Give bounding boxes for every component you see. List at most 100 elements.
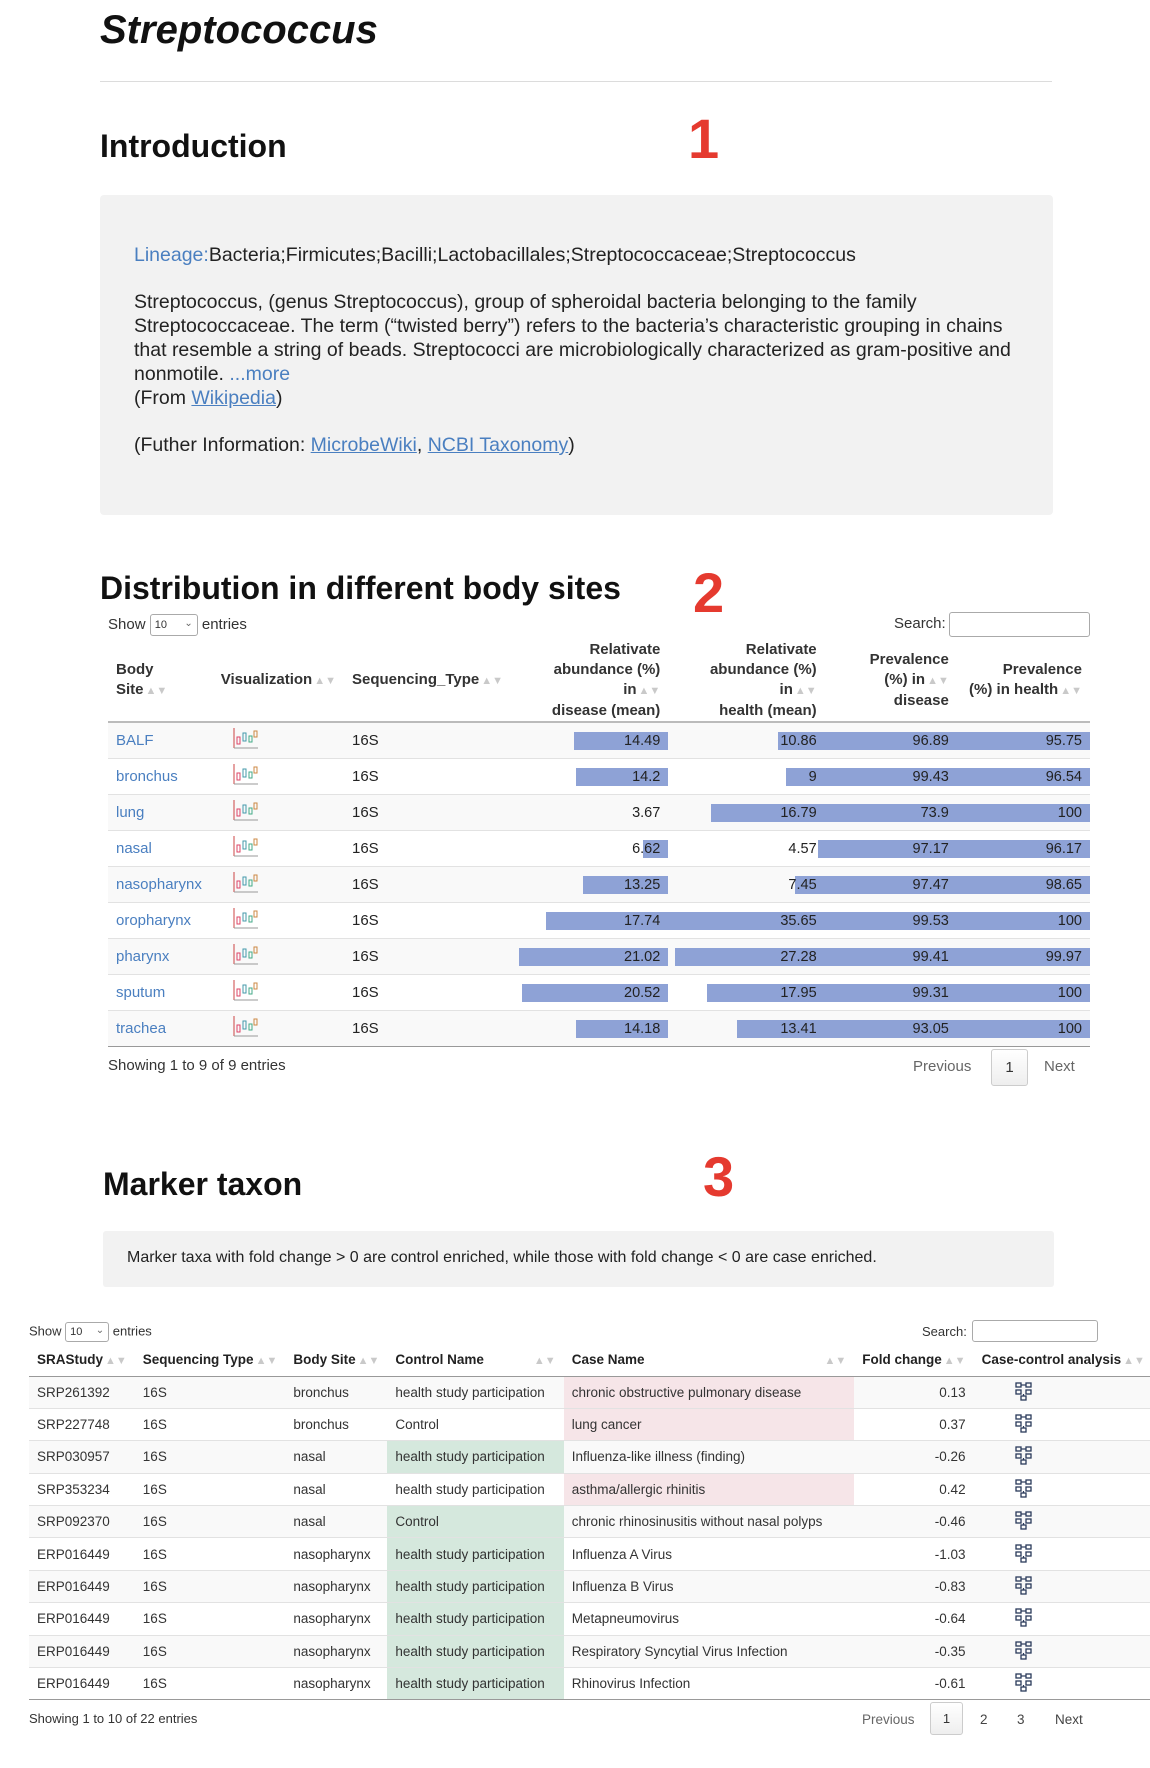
- network-graph-icon[interactable]: [1014, 1381, 1034, 1401]
- microbewiki-link[interactable]: MicrobeWiki: [310, 434, 417, 456]
- analysis-cell[interactable]: [973, 1440, 1150, 1474]
- body-site-cell[interactable]: nasal: [108, 829, 213, 866]
- boxplot-chart-icon[interactable]: [233, 943, 259, 965]
- visualization-cell[interactable]: [212, 973, 344, 1010]
- visualization-cell[interactable]: [212, 865, 344, 902]
- col-case-control-analysis[interactable]: Case-control analysis ▲▼: [973, 1344, 1150, 1377]
- boxplot-chart-icon[interactable]: [233, 871, 259, 893]
- network-graph-icon[interactable]: [1014, 1575, 1034, 1595]
- body-site-cell[interactable]: nasopharynx: [108, 865, 213, 902]
- control-name-cell: health study participation: [387, 1569, 564, 1603]
- body-site-cell[interactable]: BALF: [108, 721, 213, 758]
- boxplot-chart-icon[interactable]: [233, 727, 259, 749]
- network-graph-icon[interactable]: [1014, 1413, 1034, 1433]
- body-site-link[interactable]: sputum: [116, 983, 166, 1001]
- rel-health-cell: 7.45: [668, 865, 825, 902]
- network-graph-icon[interactable]: [1014, 1510, 1034, 1530]
- dist-entries-select[interactable]: 10 ⌄: [149, 614, 198, 636]
- col-sra-study[interactable]: SRAStudy ▲▼: [29, 1344, 135, 1377]
- analysis-cell[interactable]: [973, 1602, 1150, 1636]
- analysis-cell[interactable]: [973, 1472, 1150, 1506]
- ncbi-taxonomy-link[interactable]: NCBI Taxonomy: [427, 434, 569, 456]
- body-site-link[interactable]: bronchus: [116, 767, 178, 785]
- value-bar: [737, 1019, 825, 1038]
- analysis-cell[interactable]: [973, 1634, 1150, 1668]
- network-graph-icon[interactable]: [1014, 1640, 1034, 1660]
- marker-search-input[interactable]: [972, 1320, 1098, 1342]
- chevron-down-icon: ⌄: [95, 1325, 105, 1336]
- boxplot-chart-icon[interactable]: [233, 979, 259, 1001]
- marker-next-button[interactable]: Next: [1055, 1712, 1083, 1727]
- network-graph-icon[interactable]: [1014, 1543, 1034, 1563]
- dist-previous-button[interactable]: Previous: [913, 1058, 972, 1075]
- visualization-cell[interactable]: [212, 901, 344, 938]
- boxplot-chart-icon[interactable]: [233, 907, 259, 929]
- body-site-cell[interactable]: trachea: [108, 1009, 213, 1047]
- dist-search-input[interactable]: [949, 612, 1090, 637]
- network-graph-icon[interactable]: [1014, 1478, 1034, 1498]
- col-rel-abundance-disease[interactable]: Relativate abundance (%) in ▲▼ disease (mea…: [511, 640, 669, 723]
- col-body-site[interactable]: Body Site ▲▼: [108, 640, 213, 723]
- sra-study-cell: SRP227748: [29, 1407, 135, 1441]
- col-body-site[interactable]: Body Site ▲▼: [285, 1344, 388, 1377]
- col-sequencing-type[interactable]: Sequencing_Type ▲▼: [343, 640, 512, 723]
- body-site-cell[interactable]: sputum: [108, 973, 213, 1010]
- visualization-cell[interactable]: [212, 757, 344, 794]
- col-prevalence-health[interactable]: Prevalence (%) in health ▲▼: [956, 640, 1090, 723]
- col-rel-abundance-health[interactable]: Relativate abundance (%) in ▲▼ health (mean…: [668, 640, 825, 723]
- body-site-link[interactable]: nasopharynx: [116, 875, 202, 893]
- analysis-cell[interactable]: [973, 1505, 1150, 1538]
- body-site-link[interactable]: pharynx: [116, 947, 170, 965]
- marker-previous-button[interactable]: Previous: [862, 1712, 915, 1727]
- analysis-cell[interactable]: [973, 1375, 1150, 1409]
- network-graph-icon[interactable]: [1014, 1672, 1034, 1692]
- rel-health-cell: 13.41: [668, 1009, 825, 1047]
- network-graph-icon[interactable]: [1014, 1607, 1034, 1628]
- analysis-cell[interactable]: [973, 1407, 1150, 1441]
- body-site-cell[interactable]: pharynx: [108, 937, 213, 974]
- body-site-link[interactable]: oropharynx: [116, 911, 192, 929]
- table-row: ERP016449 16S nasopharynx health study part…: [29, 1537, 1150, 1571]
- seq-type-cell: 16S: [343, 865, 512, 902]
- col-case-name[interactable]: Case Name ▲▼: [563, 1344, 855, 1377]
- body-site-cell[interactable]: bronchus: [108, 757, 213, 794]
- case-name-cell: Rhinovirus Infection: [563, 1667, 855, 1701]
- col-prevalence-disease[interactable]: Prevalence (%) in ▲▼ disease: [824, 640, 957, 723]
- body-site-cell[interactable]: oropharynx: [108, 901, 213, 938]
- boxplot-chart-icon[interactable]: [233, 763, 259, 785]
- col-control-name[interactable]: Control Name ▲▼: [387, 1344, 564, 1377]
- body-site-link[interactable]: lung: [116, 803, 145, 821]
- visualization-cell[interactable]: [212, 721, 344, 758]
- body-site-cell[interactable]: lung: [108, 793, 213, 830]
- boxplot-chart-icon[interactable]: [233, 799, 259, 821]
- body-site-link[interactable]: trachea: [116, 1019, 167, 1037]
- col-fold-change[interactable]: Fold change ▲▼: [854, 1344, 974, 1377]
- sort-icon: ▲▼: [927, 675, 949, 687]
- col-visualization[interactable]: Visualization ▲▼: [212, 640, 344, 723]
- boxplot-chart-icon[interactable]: [233, 1015, 259, 1037]
- wikipedia-link[interactable]: Wikipedia: [191, 387, 276, 409]
- value-bar: [707, 983, 825, 1002]
- dist-next-button[interactable]: Next: [1044, 1058, 1075, 1075]
- rel-disease-cell: 14.2: [511, 757, 669, 794]
- more-link[interactable]: ...more: [229, 363, 291, 385]
- value-bar: [777, 732, 825, 750]
- body-site-link[interactable]: nasal: [116, 839, 152, 857]
- analysis-cell[interactable]: [973, 1569, 1150, 1603]
- col-sequencing-type[interactable]: Sequencing Type ▲▼: [134, 1344, 286, 1377]
- marker-page-1-button[interactable]: 1: [930, 1702, 963, 1735]
- dist-page-1-button[interactable]: 1: [991, 1049, 1028, 1086]
- marker-page-2-button[interactable]: 2: [980, 1712, 988, 1727]
- visualization-cell[interactable]: [212, 829, 344, 866]
- prev-disease-value: 96.89: [912, 732, 949, 749]
- analysis-cell[interactable]: [973, 1537, 1150, 1571]
- network-graph-icon[interactable]: [1014, 1445, 1034, 1466]
- visualization-cell[interactable]: [212, 1009, 344, 1047]
- visualization-cell[interactable]: [212, 937, 344, 974]
- boxplot-chart-icon[interactable]: [233, 835, 259, 857]
- body-site-link[interactable]: BALF: [116, 731, 154, 749]
- marker-entries-select[interactable]: 10 ⌄: [65, 1322, 110, 1342]
- marker-page-3-button[interactable]: 3: [1017, 1712, 1025, 1727]
- visualization-cell[interactable]: [212, 793, 344, 830]
- analysis-cell[interactable]: [973, 1667, 1150, 1701]
